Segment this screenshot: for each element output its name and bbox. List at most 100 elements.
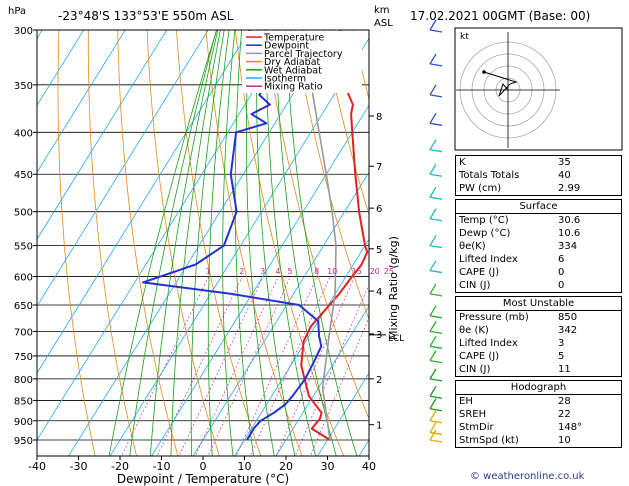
temperature-tick-label: -20 xyxy=(111,460,129,473)
mixing-ratio-label: 1 xyxy=(206,267,211,276)
temperature-tick-label: -40 xyxy=(28,460,46,473)
isotherm-line xyxy=(37,30,168,240)
surface-row: Lifted Index 6 xyxy=(456,253,622,266)
surface-row: CIN (J) 0 xyxy=(456,279,622,293)
pressure-tick-label: 300 xyxy=(14,26,33,37)
lcl-label: LCL xyxy=(388,334,404,344)
km-tick-label: 4 xyxy=(376,287,382,298)
index-label: K xyxy=(459,157,466,168)
wind-barb-staff xyxy=(429,163,437,175)
legend-entry: Isotherm xyxy=(264,74,306,85)
wind-barb-flag xyxy=(429,63,443,67)
dry-adiabat-line xyxy=(293,30,369,321)
surface-value: 30.6 xyxy=(558,215,581,226)
wind-barb-flag xyxy=(429,439,443,443)
hodograph-stat-value: 28 xyxy=(558,396,571,407)
wet-adiabat-line xyxy=(108,30,218,456)
wind-barb-flag xyxy=(429,173,443,177)
location-title: -23°48'S 133°53'E 550m ASL xyxy=(58,9,234,23)
hodograph-stat-value: 10 xyxy=(558,435,571,446)
isotherm-line xyxy=(0,5,16,458)
legend-entry: Wet Adiabat xyxy=(264,65,322,76)
surface-value: 0 xyxy=(558,280,565,291)
km-tick-label: 1 xyxy=(376,421,382,432)
hodograph-stat-value: 22 xyxy=(558,409,571,420)
legend-entry: Dry Adiabat xyxy=(264,57,321,68)
most-unstable-value: 3 xyxy=(558,338,565,349)
km-tick-label: 6 xyxy=(376,204,382,215)
wind-barb-flag xyxy=(429,408,443,412)
hodograph-table: Hodograph EH 28 SREH 22 StmDir 148° StmSpd (kt… xyxy=(455,380,622,448)
mixing-ratio-label: 2 xyxy=(239,267,244,276)
surface-label: CIN (J) xyxy=(459,280,491,291)
pressure-tick-label: 400 xyxy=(14,128,33,139)
mixing-ratio-line xyxy=(294,283,369,456)
surface-row: Temp (°C) 30.6 xyxy=(456,214,622,228)
hodograph-stat-label: StmDir xyxy=(459,422,494,433)
wet-adiabat-line xyxy=(170,30,221,456)
pressure-tick-label: 750 xyxy=(14,352,33,363)
hodograph-stat-label: EH xyxy=(459,396,473,407)
wind-barb-flag xyxy=(429,122,443,126)
hodograph-stat-row: StmSpd (kt) 10 xyxy=(456,434,622,448)
km-tick-label: 8 xyxy=(376,112,382,123)
wind-barb-flag xyxy=(429,431,443,436)
axes: 1 2 3 4 5 8 10 15 20 2530035040045050055060065070… xyxy=(14,26,394,473)
temperature-tick-label: -10 xyxy=(153,460,171,473)
wind-barb-flag xyxy=(429,359,443,364)
pressure-tick-label: 700 xyxy=(14,327,33,338)
legend-entry: Parcel Trajectory xyxy=(264,49,343,60)
temperature-tick-label: -30 xyxy=(70,460,88,473)
dry-adiabat-line xyxy=(323,30,369,216)
wind-barb-flag xyxy=(429,345,443,349)
most-unstable-row: CAPE (J) 5 xyxy=(456,350,622,363)
indices-table: K 35 Totals Totals 40 PW (cm) 2.99 xyxy=(455,155,622,196)
wind-barb-staff xyxy=(429,235,437,246)
surface-value: 0 xyxy=(558,267,565,278)
wind-barb-staff xyxy=(429,260,437,271)
wind-barb-flag xyxy=(429,29,443,33)
hodograph-frame xyxy=(454,27,623,151)
pressure-tick-label: 850 xyxy=(14,396,33,407)
isotherm-line xyxy=(275,305,369,456)
dry-adiabat-line xyxy=(146,30,220,456)
pressure-tick-label: 650 xyxy=(14,301,33,312)
isotherm-line xyxy=(317,372,369,456)
wind-barb-staff xyxy=(429,112,437,124)
surface-label: θe(K) xyxy=(459,241,486,252)
pressure-tick-label: 500 xyxy=(14,208,33,219)
hodograph: kt xyxy=(454,27,623,151)
wind-barb-flag xyxy=(429,218,443,222)
wind-barb-staff xyxy=(429,422,437,433)
most-unstable-label: Pressure (mb) xyxy=(459,312,529,323)
mixing-ratio-label: 8 xyxy=(314,267,319,276)
mixing-ratio-label: 4 xyxy=(275,267,280,276)
temperature-tick-label: 40 xyxy=(362,460,376,473)
index-row: Totals Totals 40 xyxy=(456,169,622,182)
temperature-series-line xyxy=(300,30,369,441)
copyright-footer: © weatheronline.co.uk xyxy=(470,471,585,482)
wind-barb-staff xyxy=(429,368,437,380)
wet-adiabat-line xyxy=(275,30,337,456)
index-row: K 35 xyxy=(456,156,622,170)
hodograph-stat-value: 148° xyxy=(558,422,583,433)
wind-barb-staff xyxy=(429,84,437,96)
isotherm-line xyxy=(37,30,43,40)
xaxis-label: Dewpoint / Temperature (°C) xyxy=(117,472,289,486)
wet-adiabat-line xyxy=(245,30,275,456)
dewpoint-series-line xyxy=(142,30,323,441)
wind-barb-flag xyxy=(429,293,443,297)
surface-value: 6 xyxy=(558,254,565,265)
most-unstable-value: 11 xyxy=(558,364,571,375)
most-unstable-table: Most Unstable Pressure (mb) 850 θe (K) 342 L… xyxy=(455,296,622,377)
wind-barb-staff xyxy=(429,385,437,397)
wind-barb-staff xyxy=(429,305,437,317)
index-row: PW (cm) 2.99 xyxy=(456,182,622,196)
index-value: 35 xyxy=(558,157,571,168)
most-unstable-title: Most Unstable xyxy=(455,296,622,311)
most-unstable-value: 5 xyxy=(558,351,565,362)
surface-row: CAPE (J) 0 xyxy=(456,266,622,279)
most-unstable-row: CIN (J) 11 xyxy=(456,363,622,377)
wind-barb-flag xyxy=(429,330,443,335)
